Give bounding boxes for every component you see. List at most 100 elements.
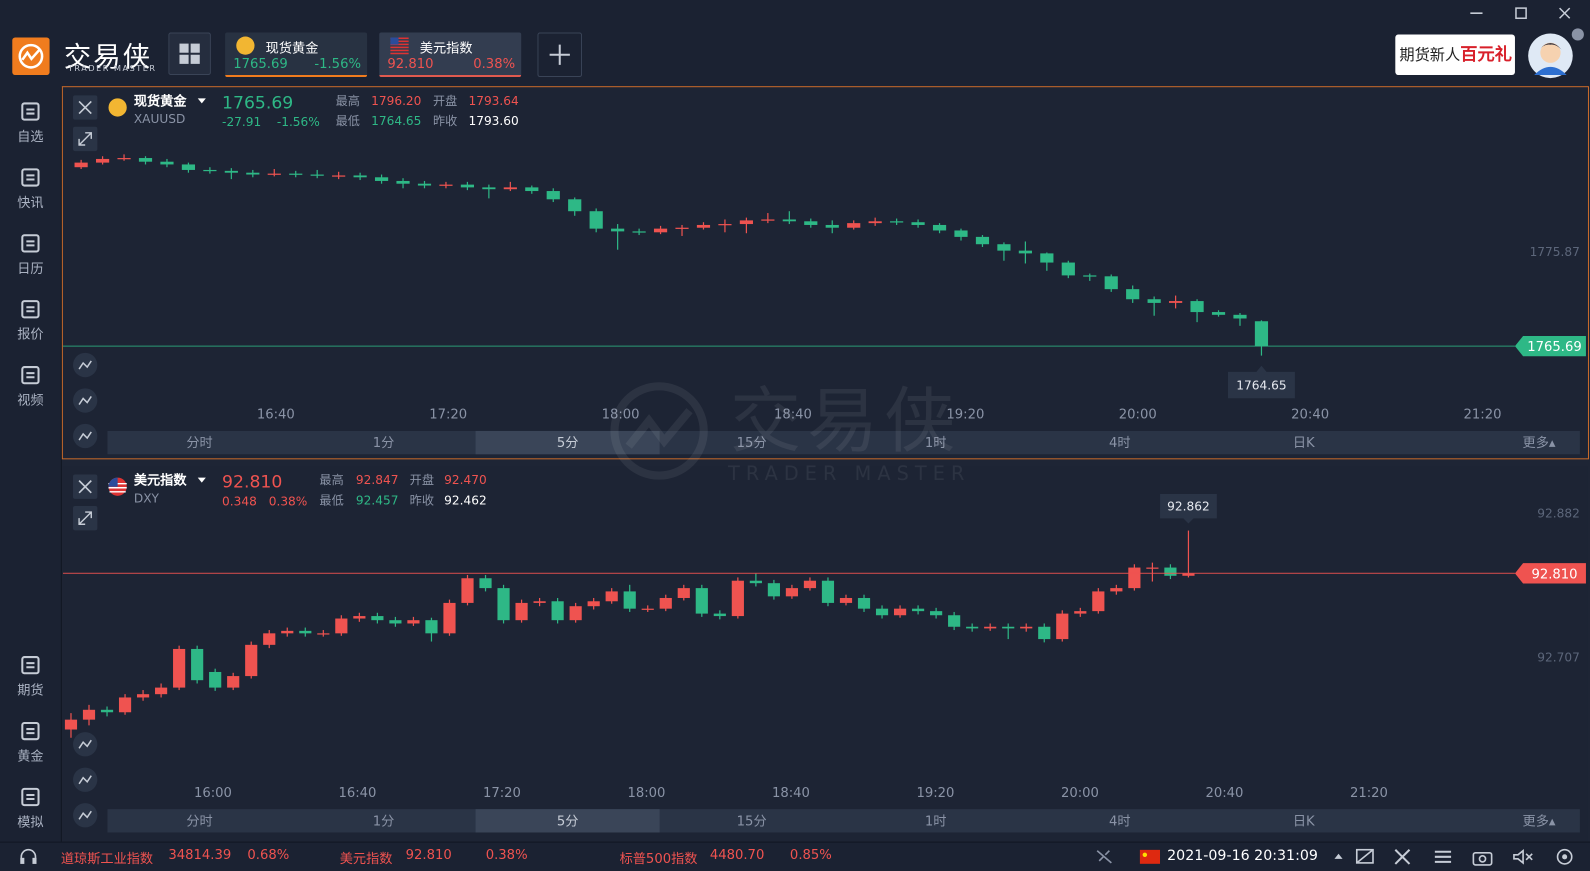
icon-shape — [21, 168, 40, 187]
period-tab[interactable]: 15分 — [737, 435, 767, 451]
period-tab[interactable]: 分时 — [186, 813, 212, 829]
sidebar-item[interactable]: 模拟 — [0, 787, 61, 838]
candle-body — [632, 231, 646, 233]
candle-body — [353, 616, 366, 619]
candle-body — [310, 174, 324, 176]
period-tab[interactable]: 1时 — [925, 813, 947, 829]
candle-body — [782, 219, 796, 222]
dropdown-arrow[interactable] — [197, 477, 206, 483]
candle-body — [1104, 276, 1118, 290]
candle-body — [181, 164, 196, 170]
period-tab[interactable]: 分时 — [186, 435, 212, 451]
link-icon[interactable] — [1093, 847, 1115, 867]
icon-detail — [26, 793, 35, 801]
candle-body — [1126, 289, 1140, 300]
expand-icon — [78, 132, 92, 146]
x-tick-label: 18:40 — [772, 786, 810, 801]
sidebar-item[interactable]: 日历 — [0, 233, 61, 284]
candle-body — [1164, 567, 1177, 576]
layout-button[interactable] — [168, 32, 211, 76]
sidebar-item[interactable]: 视频 — [0, 365, 61, 416]
sidebar-item[interactable]: 期货 — [0, 655, 61, 706]
sidebar-item[interactable]: 报价 — [0, 299, 61, 350]
candle-body — [525, 187, 539, 192]
sidebar-icon — [21, 300, 40, 319]
period-active[interactable] — [475, 430, 660, 455]
sidebar-label: 黄金 — [17, 749, 44, 765]
instrument-name[interactable]: 现货黄金 — [134, 92, 188, 109]
stat-value: 1793.60 — [468, 114, 518, 128]
user-avatar[interactable] — [1527, 32, 1574, 79]
sidebar-item[interactable]: 自选 — [0, 101, 61, 152]
support-icon[interactable] — [18, 848, 38, 866]
candle-body — [641, 608, 654, 610]
sidebar-icon — [21, 787, 40, 807]
status-icons[interactable] — [1328, 845, 1582, 869]
x-tick-label: 17:20 — [429, 408, 467, 423]
instrument-price: 92.810 — [222, 473, 282, 493]
tab-name: 美元指数 — [419, 41, 473, 57]
candle-body — [1061, 262, 1075, 276]
instrument-name[interactable]: 美元指数 — [134, 472, 188, 489]
period-tab[interactable]: 日K — [1293, 436, 1315, 451]
x-tick-label: 16:40 — [338, 786, 376, 801]
close-badge[interactable] — [1570, 26, 1586, 42]
flag-canton — [390, 37, 399, 45]
add-tab-button[interactable] — [537, 32, 583, 78]
period-tab[interactable]: 更多▴ — [1523, 434, 1556, 451]
y-tick-label: 92.882 — [1537, 507, 1580, 521]
ticker-name[interactable]: 美元指数 — [339, 851, 393, 867]
period-tab[interactable]: 5分 — [557, 435, 579, 451]
promo-banner[interactable]: 期货新人百元礼 — [1395, 34, 1515, 76]
stat-label: 昨收 — [410, 493, 434, 507]
period-active[interactable] — [475, 809, 660, 833]
x-tick-label: 16:00 — [194, 786, 232, 801]
period-tab[interactable]: 4时 — [1109, 435, 1131, 451]
icon-detail — [26, 240, 35, 247]
ticker-name[interactable]: 标普500指数 — [619, 851, 698, 867]
sidebar-item[interactable]: 黄金 — [0, 721, 61, 772]
instrument-tab[interactable]: 现货黄金 1765.69 -1.56% — [225, 32, 368, 78]
chart-panel: 1775.87 1765.69 1764.65 16:40 17:20 18:00 18:4… — [61, 86, 1589, 460]
candle-body — [155, 687, 168, 695]
promo-highlight: 百元礼 — [1460, 44, 1512, 65]
close-icon — [78, 100, 92, 115]
dropdown-arrow[interactable] — [197, 98, 206, 104]
candle-body — [1040, 253, 1054, 263]
candle-body — [425, 620, 438, 634]
candle-body — [948, 615, 961, 627]
candle-body — [804, 221, 818, 225]
period-tab[interactable]: 1分 — [373, 813, 395, 829]
period-tab[interactable]: 15分 — [737, 813, 767, 829]
tool-icon — [78, 396, 92, 406]
icon-detail — [26, 372, 35, 379]
ticker-name[interactable]: 道琼斯工业指数 — [60, 851, 154, 867]
sidebar-label: 日历 — [17, 261, 44, 277]
period-tab[interactable]: 日K — [1293, 814, 1315, 829]
candle-body — [533, 601, 546, 603]
candle-body — [267, 173, 281, 175]
instrument-tab[interactable]: 美元指数 92.810 0.38% — [379, 32, 522, 78]
period-tab[interactable]: 1时 — [925, 435, 947, 451]
candle-body — [82, 709, 96, 720]
candle-body — [1074, 611, 1087, 614]
candle-body — [224, 170, 238, 173]
x-tick-label: 21:20 — [1464, 408, 1502, 423]
flag-stripe — [390, 52, 409, 55]
last-price-label: 1765.69 — [1527, 340, 1581, 355]
instrument-change: 0.348 — [222, 494, 257, 508]
candle-body — [731, 580, 744, 617]
period-tab[interactable]: 4时 — [1109, 813, 1131, 829]
candle-body — [371, 616, 384, 621]
period-tab[interactable]: 更多▴ — [1523, 812, 1556, 829]
candle-body — [173, 648, 186, 688]
instrument-change-pct: -1.56% — [277, 115, 320, 129]
period-tab[interactable]: 5分 — [557, 813, 579, 829]
period-tab[interactable]: 1分 — [373, 435, 395, 451]
window-controls[interactable] — [1460, 2, 1582, 24]
sidebar-item[interactable]: 快讯 — [0, 167, 61, 218]
ticker-change: 0.68% — [247, 847, 290, 863]
candle-body — [984, 626, 997, 629]
candle-body — [118, 697, 132, 713]
candle-body — [875, 608, 889, 616]
